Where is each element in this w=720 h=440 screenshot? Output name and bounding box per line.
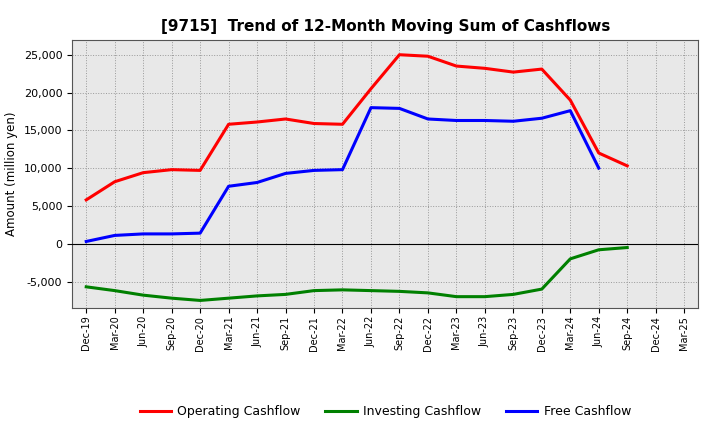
Investing Cashflow [196, 298, 204, 303]
Free Cashflow [82, 239, 91, 244]
Investing Cashflow [537, 286, 546, 292]
Operating Cashflow [509, 70, 518, 75]
Investing Cashflow [452, 294, 461, 299]
Free Cashflow [509, 119, 518, 124]
Line: Free Cashflow: Free Cashflow [86, 108, 599, 242]
Free Cashflow [253, 180, 261, 185]
Free Cashflow [566, 108, 575, 114]
Operating Cashflow [537, 66, 546, 72]
Free Cashflow [537, 116, 546, 121]
Investing Cashflow [167, 296, 176, 301]
Free Cashflow [480, 118, 489, 123]
Operating Cashflow [282, 116, 290, 121]
Operating Cashflow [452, 63, 461, 69]
Operating Cashflow [595, 150, 603, 156]
Operating Cashflow [623, 163, 631, 169]
Line: Investing Cashflow: Investing Cashflow [86, 248, 627, 301]
Title: [9715]  Trend of 12-Month Moving Sum of Cashflows: [9715] Trend of 12-Month Moving Sum of C… [161, 19, 610, 34]
Free Cashflow [196, 231, 204, 236]
Investing Cashflow [282, 292, 290, 297]
Investing Cashflow [366, 288, 375, 293]
Investing Cashflow [139, 293, 148, 298]
Operating Cashflow [167, 167, 176, 172]
Investing Cashflow [82, 284, 91, 290]
Investing Cashflow [253, 293, 261, 299]
Line: Operating Cashflow: Operating Cashflow [86, 55, 627, 200]
Investing Cashflow [310, 288, 318, 293]
Investing Cashflow [480, 294, 489, 299]
Operating Cashflow [338, 121, 347, 127]
Free Cashflow [595, 165, 603, 171]
Operating Cashflow [196, 168, 204, 173]
Investing Cashflow [623, 245, 631, 250]
Operating Cashflow [110, 179, 119, 184]
Free Cashflow [366, 105, 375, 110]
Investing Cashflow [225, 296, 233, 301]
Free Cashflow [167, 231, 176, 237]
Investing Cashflow [595, 247, 603, 253]
Investing Cashflow [338, 287, 347, 293]
Y-axis label: Amount (million yen): Amount (million yen) [5, 112, 18, 236]
Operating Cashflow [225, 121, 233, 127]
Investing Cashflow [423, 290, 432, 296]
Free Cashflow [338, 167, 347, 172]
Operating Cashflow [82, 197, 91, 202]
Operating Cashflow [423, 54, 432, 59]
Operating Cashflow [366, 86, 375, 92]
Legend: Operating Cashflow, Investing Cashflow, Free Cashflow: Operating Cashflow, Investing Cashflow, … [135, 400, 636, 423]
Investing Cashflow [395, 289, 404, 294]
Operating Cashflow [395, 52, 404, 57]
Free Cashflow [395, 106, 404, 111]
Free Cashflow [110, 233, 119, 238]
Free Cashflow [282, 171, 290, 176]
Free Cashflow [423, 116, 432, 121]
Operating Cashflow [480, 66, 489, 71]
Investing Cashflow [110, 288, 119, 293]
Free Cashflow [310, 168, 318, 173]
Investing Cashflow [509, 292, 518, 297]
Operating Cashflow [139, 170, 148, 175]
Investing Cashflow [566, 256, 575, 261]
Operating Cashflow [310, 121, 318, 126]
Free Cashflow [452, 118, 461, 123]
Operating Cashflow [566, 97, 575, 103]
Free Cashflow [139, 231, 148, 237]
Operating Cashflow [253, 119, 261, 125]
Free Cashflow [225, 183, 233, 189]
